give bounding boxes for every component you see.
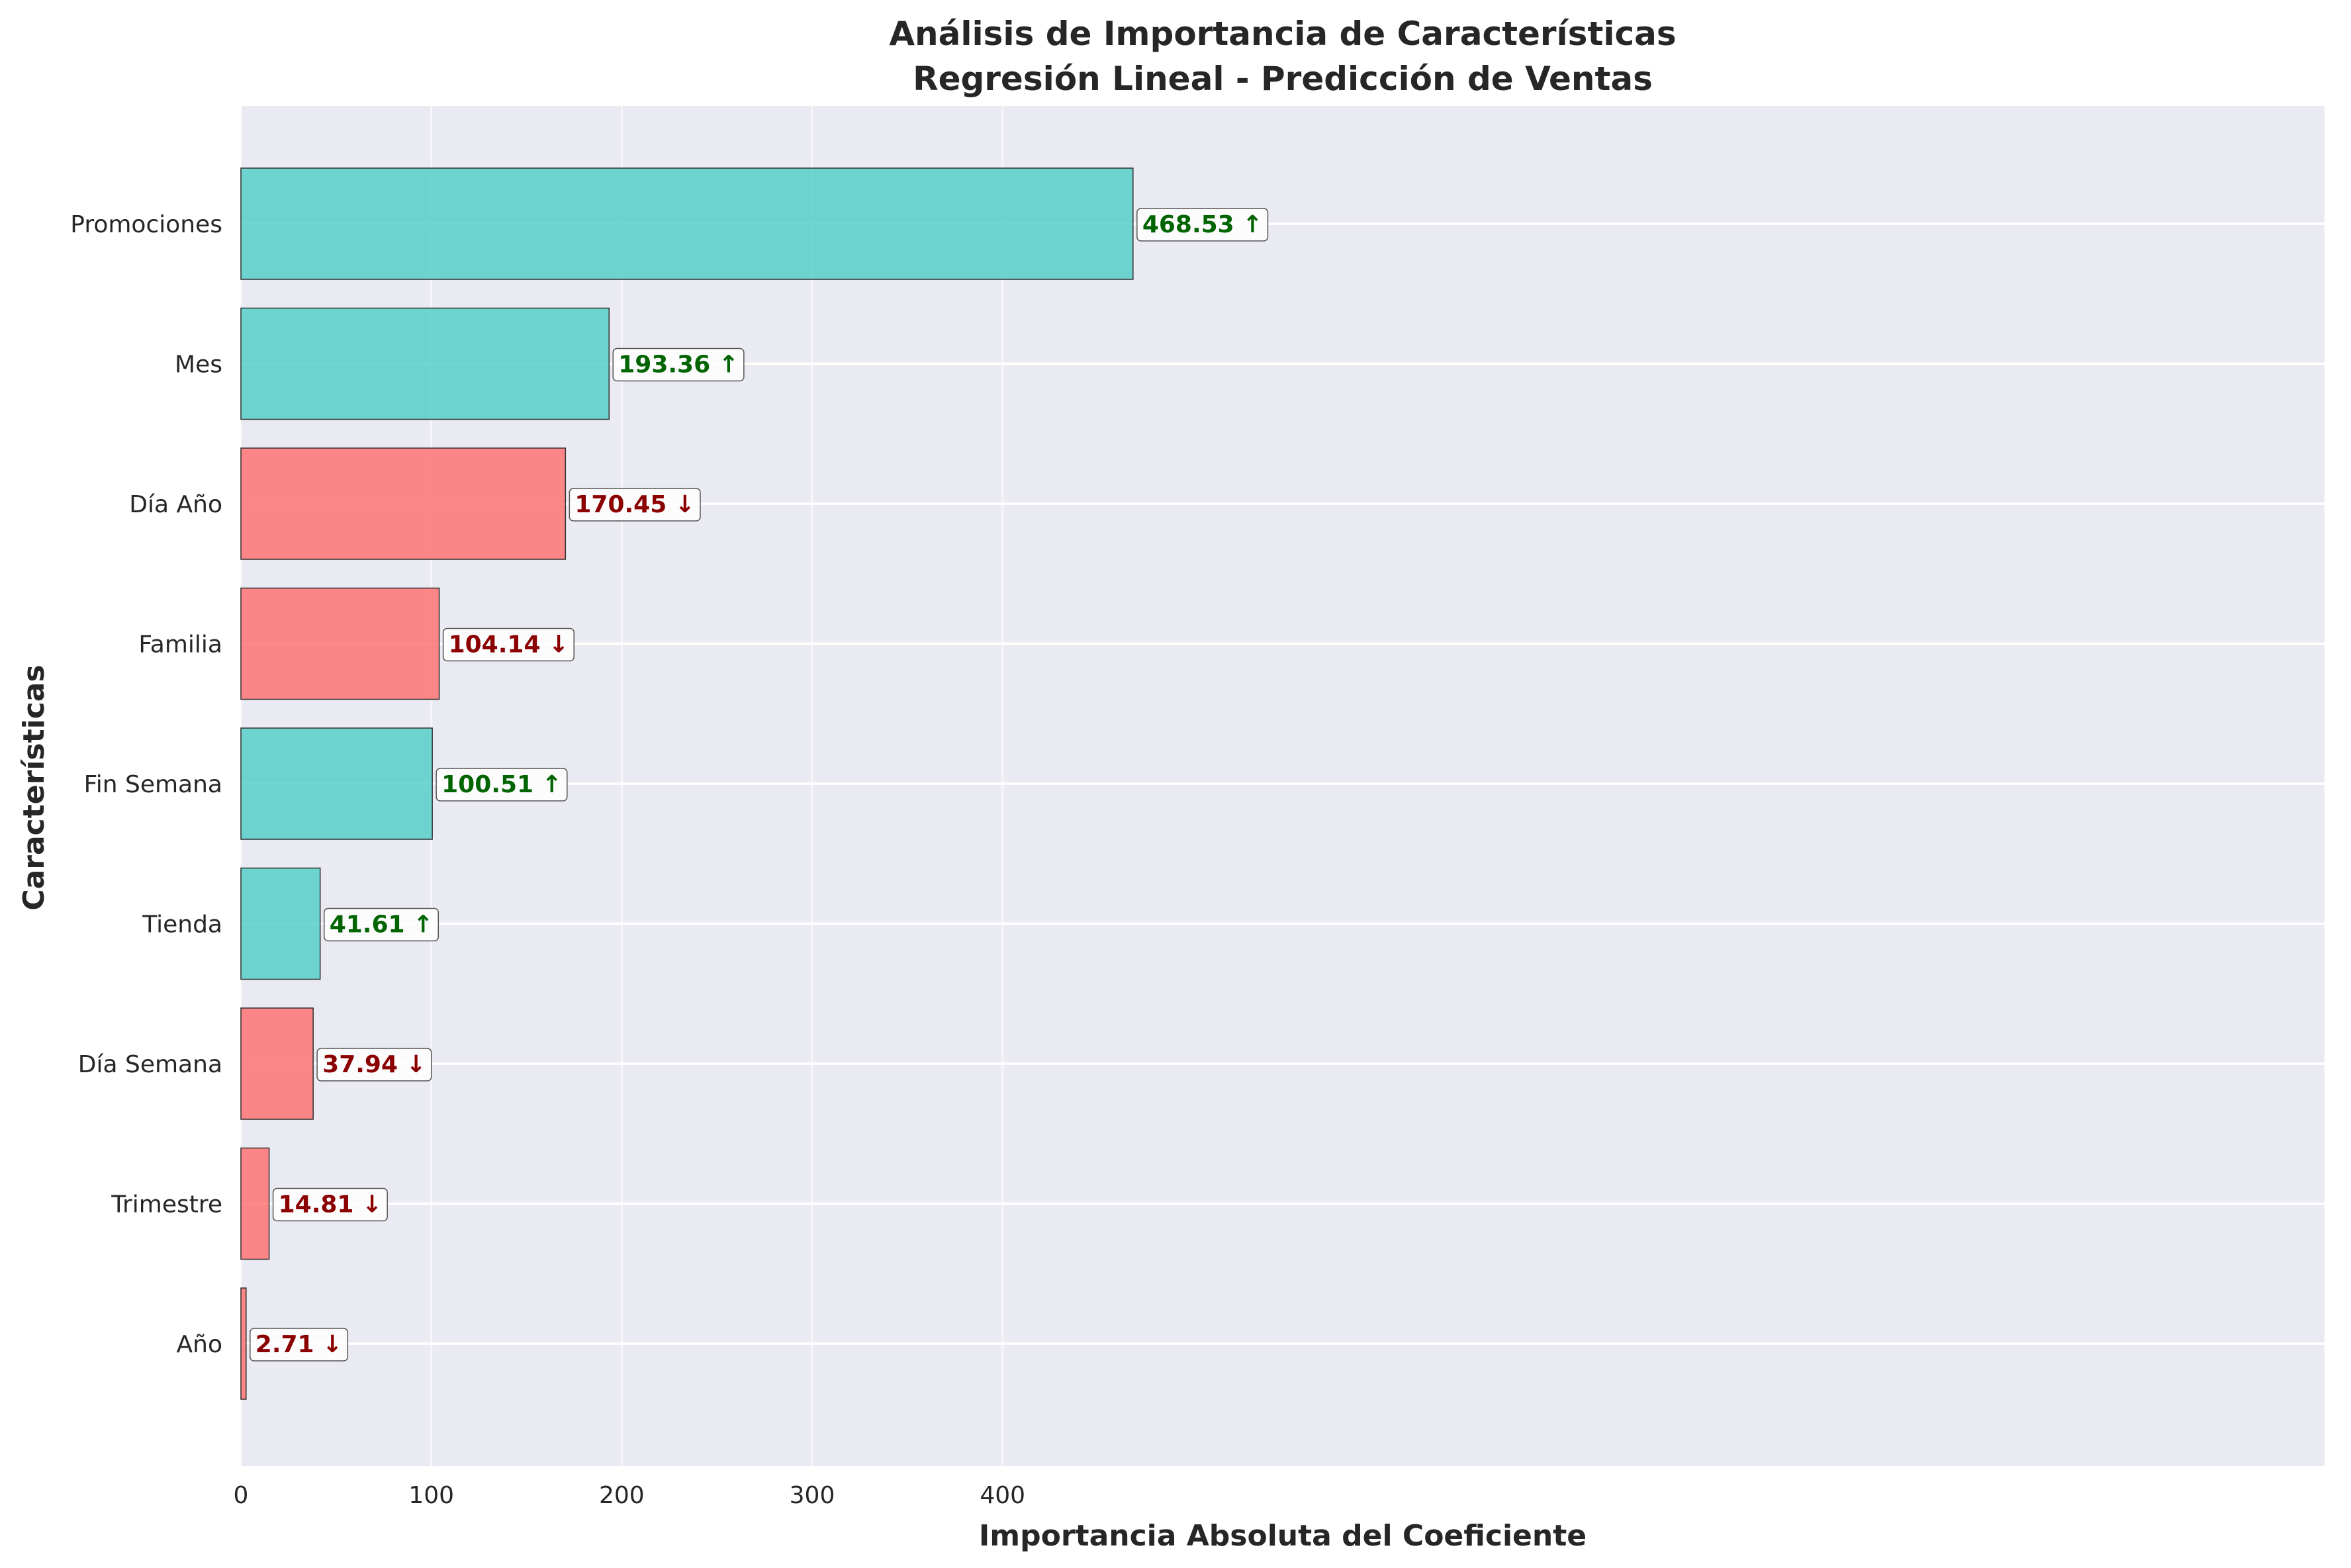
x-tick-label: 100 [408,1482,454,1509]
data-label-text: 170.45 ↓ [575,491,695,518]
data-label-box [569,488,701,522]
data-label: 41.61 ↑ [323,907,439,942]
data-label: 100.51 ↑ [436,768,568,802]
data-label-text: 468.53 ↑ [1142,211,1263,238]
data-label-text: 2.71 ↓ [255,1331,343,1358]
x-tick-label: 0 [234,1482,249,1509]
y-tick-label: Tienda [142,911,222,939]
bar [240,307,610,420]
data-labels: 468.53 ↑ 193.36 ↑ 170.45 ↓ 104.14 ↓ 100.51 ↑… [250,208,1269,1361]
data-label-text: 193.36 ↑ [618,351,739,379]
data-label: 104.14 ↓ [442,627,575,662]
data-label-text: 41.61 ↑ [330,911,434,939]
chart-title-line-1: Análisis de Importancia de Característic… [889,15,1676,53]
data-label-box [1136,208,1269,242]
x-tick-label: 300 [790,1482,835,1509]
bar [240,1007,314,1120]
data-label-box [612,347,745,382]
data-label-box [323,907,439,942]
data-label: 14.81 ↓ [272,1187,388,1222]
x-tick-label: 400 [980,1482,1025,1509]
y-tick-label: Día Año [129,491,222,518]
chart-title-line-2: Regresión Lineal - Predicción de Ventas [913,60,1653,98]
x-tick-label: 200 [599,1482,645,1509]
bar [240,727,433,840]
data-label-text: 100.51 ↑ [441,771,562,798]
bar [240,867,321,980]
data-label-text: 14.81 ↓ [279,1191,383,1219]
y-tick-label: Fin Semana [84,771,222,798]
bar [240,167,1134,280]
y-tick-label: Año [177,1331,222,1358]
data-label: 37.94 ↓ [316,1048,432,1082]
data-label: 468.53 ↑ [1136,208,1269,242]
bar [240,1287,247,1400]
data-label-box [272,1187,388,1222]
bar [240,447,567,560]
y-tick-label: Trimestre [111,1191,222,1219]
data-label-text: 37.94 ↓ [322,1051,426,1078]
bar [240,1147,270,1260]
data-label-box [316,1048,432,1082]
y-tick-label: Promociones [70,211,222,238]
x-tick-labels: 0 100 200 300 400 [234,1482,1025,1509]
bars [240,167,1134,1400]
y-tick-label: Familia [138,631,222,659]
x-axis-label: Importancia Absoluta del Coeficiente [979,1519,1587,1553]
data-label: 2.71 ↓ [250,1328,349,1361]
y-tick-label: Mes [175,351,222,379]
data-label: 193.36 ↑ [612,347,745,382]
y-tick-labels: Promociones Mes Día Año Familia Fin Semana Ti… [70,211,222,1358]
data-label-box [436,768,568,802]
y-tick-label: Día Semana [78,1051,222,1078]
y-axis-label: Características [17,665,51,910]
bar [240,587,440,700]
data-label: 170.45 ↓ [569,488,701,522]
data-label-box [442,627,575,662]
data-label-box [250,1328,349,1361]
data-label-text: 104.14 ↓ [449,631,569,659]
